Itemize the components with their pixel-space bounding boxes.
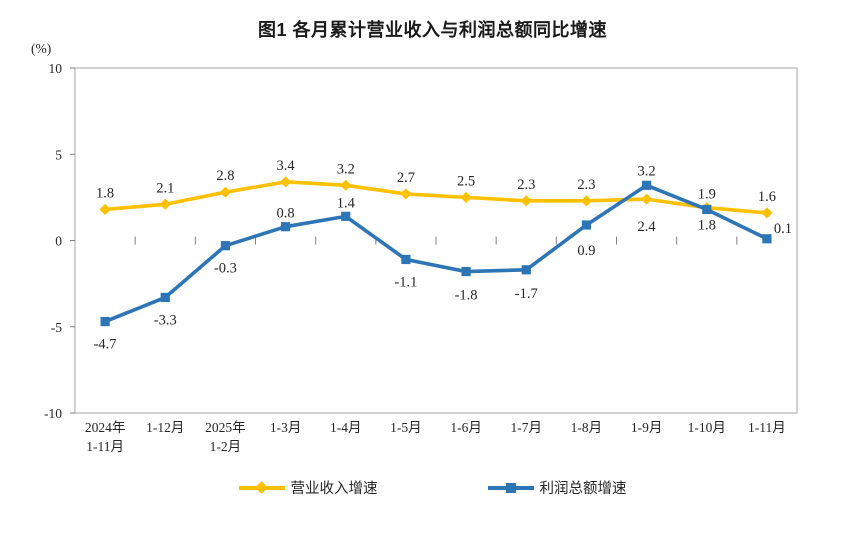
revenue-point-marker <box>99 203 111 216</box>
x-axis-label: 1-5月 <box>390 420 422 435</box>
x-axis-label: 1-11月 <box>86 439 124 454</box>
revenue-point-marker <box>580 195 593 207</box>
x-axis-label: 2024年 <box>85 420 126 435</box>
data-point-label: 2.3 <box>577 177 595 193</box>
revenue-point-marker <box>520 195 532 207</box>
profit-point-marker <box>581 220 592 230</box>
data-point-label: -1.8 <box>455 288 478 304</box>
profit-point-marker <box>702 204 712 215</box>
profit-point-marker <box>280 222 291 232</box>
data-point-label: 2.3 <box>517 177 535 193</box>
y-axis-tick-label: 5 <box>55 147 62 162</box>
legend-label-revenue: 营业收入增速 <box>290 481 378 497</box>
data-point-label: 3.2 <box>337 161 355 177</box>
profit-line-marker-icon <box>487 482 534 493</box>
data-point-label: -4.7 <box>94 337 117 353</box>
x-axis-label: 1-10月 <box>688 420 726 435</box>
data-point-label: 0.1 <box>774 221 792 237</box>
x-axis-label: 1-11月 <box>748 420 786 435</box>
data-point-label: 2.4 <box>638 219 657 235</box>
x-axis-label: 1-3月 <box>270 420 302 435</box>
revenue-line <box>103 180 769 215</box>
profit-point-marker <box>160 292 170 303</box>
legend-diamond-revenue <box>255 481 268 494</box>
revenue-point-marker <box>159 198 171 210</box>
legend: 营业收入增速 利润总额增速 <box>0 477 865 498</box>
revenue-point-marker <box>640 193 653 205</box>
legend-label-profit: 利润总额增速 <box>539 481 627 497</box>
data-point-label: 2.8 <box>216 168 234 184</box>
profit-point-marker <box>641 180 652 190</box>
revenue-point-marker <box>219 186 232 198</box>
data-point-label: 1.6 <box>758 189 776 205</box>
data-point-label: 3.2 <box>638 163 656 179</box>
revenue-point-marker <box>340 179 352 191</box>
data-point-label: 1.9 <box>698 187 716 203</box>
profit-point-marker <box>341 211 351 221</box>
revenue-point-marker <box>460 191 472 203</box>
profit-point-marker <box>401 254 411 265</box>
data-point-label: 2.5 <box>457 173 475 189</box>
revenue-point-marker <box>400 188 412 200</box>
profit-point-marker <box>461 266 471 277</box>
data-point-label: 3.4 <box>277 158 296 174</box>
legend-square-profit <box>505 482 516 493</box>
profit-point-marker <box>220 241 231 251</box>
y-axis-tick-label: 10 <box>49 61 63 76</box>
data-point-label: 1.8 <box>698 217 716 233</box>
data-point-label: 0.8 <box>277 206 295 222</box>
data-point-label: 2.7 <box>397 170 415 186</box>
profit-line <box>103 183 769 324</box>
revenue-line-marker-icon <box>238 481 285 494</box>
data-point-label: 2.1 <box>156 180 174 196</box>
x-axis-label: 1-8月 <box>571 420 603 435</box>
data-point-label: -0.3 <box>214 261 237 277</box>
x-axis-label: 1-4月 <box>330 420 362 435</box>
profit-point-marker <box>521 265 531 275</box>
x-axis-label: 1-6月 <box>450 420 482 435</box>
data-point-label: -3.3 <box>154 312 177 328</box>
x-axis-label: 1-12月 <box>146 420 184 435</box>
legend-item-revenue: 营业收入增速 <box>238 477 378 498</box>
data-point-label: -1.7 <box>515 286 538 302</box>
x-axis-label: 1-2月 <box>210 439 242 454</box>
revenue-point-marker <box>761 207 773 219</box>
legend-item-profit: 利润总额增速 <box>487 477 627 498</box>
y-axis-tick-label: -5 <box>51 320 62 335</box>
x-axis-label: 1-9月 <box>631 420 663 435</box>
profit-point-marker <box>762 234 772 244</box>
revenue-point-marker <box>279 176 292 188</box>
data-point-label: 1.4 <box>337 195 356 211</box>
y-axis-tick-label: 0 <box>55 234 62 249</box>
data-point-label: 0.9 <box>577 243 595 259</box>
x-axis-label: 1-7月 <box>511 420 543 435</box>
x-axis-label: 2025年 <box>205 420 246 435</box>
chart-title: 图1 各月累计营业收入与利润总额同比增速 <box>257 20 607 40</box>
data-point-label: 1.8 <box>96 185 114 201</box>
y-axis-tick-label: -10 <box>44 406 62 421</box>
profit-point-marker <box>100 316 110 327</box>
data-point-label: -1.1 <box>394 274 417 290</box>
y-axis-unit-label: (%) <box>31 41 52 56</box>
